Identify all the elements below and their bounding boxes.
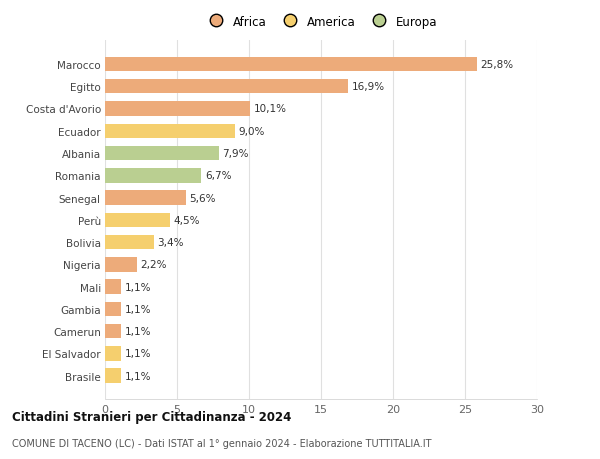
Text: COMUNE DI TACENO (LC) - Dati ISTAT al 1° gennaio 2024 - Elaborazione TUTTITALIA.: COMUNE DI TACENO (LC) - Dati ISTAT al 1°… — [12, 438, 431, 448]
Bar — [105, 235, 154, 250]
Bar — [105, 57, 476, 72]
Bar — [105, 280, 121, 294]
Bar — [105, 168, 202, 183]
Bar — [105, 102, 250, 117]
Bar — [105, 80, 349, 94]
Text: 3,4%: 3,4% — [158, 238, 184, 247]
Bar — [105, 146, 219, 161]
Text: 2,2%: 2,2% — [140, 260, 167, 270]
Bar — [105, 191, 185, 205]
Text: 1,1%: 1,1% — [124, 326, 151, 336]
Text: 6,7%: 6,7% — [205, 171, 232, 181]
Text: 5,6%: 5,6% — [189, 193, 216, 203]
Legend: Africa, America, Europa: Africa, America, Europa — [202, 13, 440, 31]
Text: 16,9%: 16,9% — [352, 82, 385, 92]
Bar — [105, 324, 121, 339]
Text: 10,1%: 10,1% — [254, 104, 287, 114]
Text: 9,0%: 9,0% — [238, 127, 265, 136]
Text: 1,1%: 1,1% — [124, 304, 151, 314]
Text: 25,8%: 25,8% — [480, 60, 513, 70]
Bar — [105, 124, 235, 139]
Text: 1,1%: 1,1% — [124, 371, 151, 381]
Bar — [105, 257, 137, 272]
Text: Cittadini Stranieri per Cittadinanza - 2024: Cittadini Stranieri per Cittadinanza - 2… — [12, 410, 292, 423]
Text: 1,1%: 1,1% — [124, 349, 151, 358]
Text: 4,5%: 4,5% — [173, 215, 200, 225]
Text: 1,1%: 1,1% — [124, 282, 151, 292]
Bar — [105, 302, 121, 316]
Bar — [105, 347, 121, 361]
Text: 7,9%: 7,9% — [223, 149, 249, 159]
Bar — [105, 369, 121, 383]
Bar — [105, 213, 170, 228]
